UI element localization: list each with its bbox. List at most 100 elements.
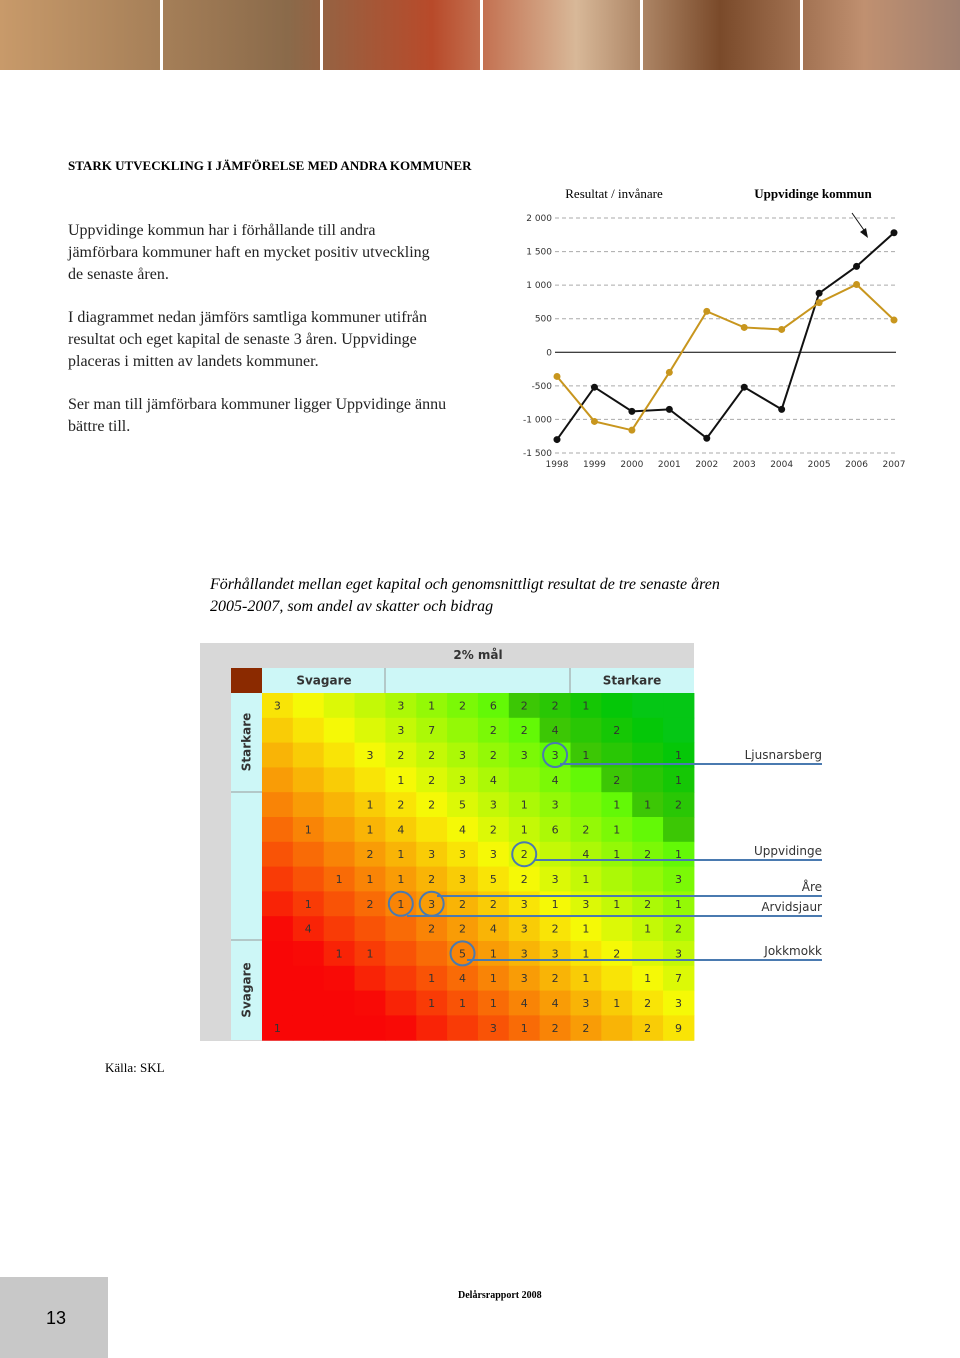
cell — [354, 767, 386, 793]
cell-value: 1 — [490, 997, 497, 1010]
cell-value: 2 — [675, 923, 682, 936]
cell — [663, 866, 695, 892]
cell — [323, 965, 356, 992]
cell-value: 2 — [552, 1022, 559, 1035]
cell — [292, 891, 325, 917]
cell — [508, 817, 541, 843]
cell — [570, 965, 602, 992]
cell — [508, 767, 541, 793]
cell — [416, 817, 448, 843]
cell — [632, 841, 664, 868]
cell — [416, 941, 448, 967]
x-tick-label: 2000 — [620, 460, 643, 470]
cell — [323, 717, 356, 744]
cell — [385, 891, 417, 917]
cell-value: 3 — [552, 947, 559, 960]
cell — [262, 817, 294, 843]
cell — [447, 717, 479, 744]
cell — [416, 1015, 448, 1041]
cell — [416, 767, 448, 793]
paragraph: Uppvidinge kommun har i förhållande till… — [68, 222, 430, 283]
annotation: Arvidsjaur — [761, 900, 822, 914]
cell — [601, 941, 633, 967]
point — [590, 383, 598, 391]
cell — [570, 693, 602, 719]
point — [628, 426, 636, 434]
cell-value: 3 — [459, 848, 466, 861]
cell-value: 2 — [428, 873, 435, 886]
cell-value: 5 — [459, 799, 466, 812]
cell — [323, 1015, 356, 1041]
cell-value: 1 — [428, 972, 435, 985]
cell-value: 3 — [366, 749, 373, 762]
cell-value: 9 — [675, 1022, 682, 1035]
cell-value: 1 — [274, 1022, 281, 1035]
cell-value: 3 — [521, 972, 528, 985]
point — [703, 307, 711, 315]
cell — [354, 866, 386, 892]
cell — [447, 941, 479, 967]
x-tick-label: 2003 — [733, 460, 756, 470]
cell-value: 2 — [644, 848, 651, 861]
cell — [323, 792, 356, 818]
cell — [663, 1015, 695, 1041]
cell-value: 3 — [675, 997, 682, 1010]
cell-value: 1 — [613, 898, 620, 911]
cell — [539, 866, 571, 892]
cell — [323, 916, 356, 942]
cell — [601, 841, 633, 868]
source: Källa: SKL — [105, 1060, 165, 1075]
cell-value: 5 — [490, 873, 497, 886]
cell — [262, 965, 294, 992]
cell-value: 2 — [366, 848, 373, 861]
point — [740, 383, 748, 391]
cell — [354, 990, 386, 1016]
cell-value: 3 — [521, 947, 528, 960]
cell — [570, 767, 602, 793]
cell — [292, 693, 325, 719]
cell — [447, 965, 479, 992]
cell — [539, 693, 571, 719]
cell-value: 1 — [397, 774, 404, 787]
cell-value: 2 — [613, 724, 620, 737]
annotation: Jokkmokk — [763, 944, 822, 958]
paragraph: Ser man till jämförbara kommuner ligger … — [68, 396, 447, 435]
cell — [632, 792, 664, 818]
cell — [262, 841, 294, 868]
cell — [632, 767, 664, 793]
cell — [416, 841, 448, 868]
point — [815, 289, 823, 297]
cell — [385, 717, 417, 744]
cell-value: 3 — [428, 848, 435, 861]
footer: Delårsrapport 2008 — [458, 1290, 542, 1301]
cell — [632, 693, 664, 719]
x-tick-label: 2004 — [770, 460, 793, 470]
cell — [508, 990, 541, 1016]
cell — [477, 817, 510, 843]
cell — [292, 990, 325, 1016]
point — [553, 436, 561, 444]
point — [853, 262, 861, 270]
cell-value: 2 — [428, 923, 435, 936]
cell — [416, 742, 448, 768]
point — [778, 325, 786, 333]
col-group: Starkare — [603, 674, 662, 688]
heatmap-title: 2% mål — [453, 648, 502, 662]
cell-value: 1 — [366, 947, 373, 960]
cell-value: 1 — [397, 898, 404, 911]
cell — [632, 817, 664, 843]
cell — [632, 866, 664, 892]
cell-value: 1 — [428, 997, 435, 1010]
annotation: Åre — [802, 879, 822, 894]
cell-value: 2 — [459, 923, 466, 936]
cell — [663, 767, 695, 793]
cell-value: 3 — [397, 699, 404, 712]
cell-value: 4 — [582, 848, 589, 861]
cell — [570, 792, 602, 818]
cell-value: 2 — [521, 724, 528, 737]
cell — [262, 717, 294, 744]
cell — [539, 1015, 571, 1041]
cell — [477, 866, 510, 892]
cell-value: 2 — [552, 972, 559, 985]
cell-value: 1 — [366, 823, 373, 836]
